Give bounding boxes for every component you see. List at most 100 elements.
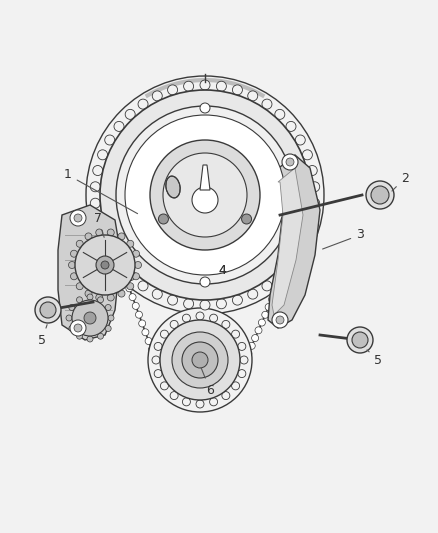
Circle shape — [286, 257, 293, 264]
Circle shape — [235, 379, 242, 386]
Circle shape — [232, 330, 240, 338]
Circle shape — [69, 326, 75, 332]
Circle shape — [84, 312, 96, 324]
Circle shape — [352, 332, 368, 348]
Circle shape — [251, 335, 258, 342]
Circle shape — [233, 295, 242, 305]
Circle shape — [152, 355, 159, 362]
Circle shape — [347, 327, 373, 353]
Circle shape — [138, 99, 148, 109]
Circle shape — [116, 106, 294, 284]
Circle shape — [309, 203, 316, 209]
Circle shape — [241, 358, 248, 365]
Circle shape — [219, 301, 226, 308]
Circle shape — [145, 337, 152, 344]
Circle shape — [196, 312, 204, 320]
Circle shape — [114, 259, 124, 269]
Circle shape — [216, 81, 226, 91]
Circle shape — [68, 262, 75, 269]
Circle shape — [135, 311, 142, 318]
Circle shape — [109, 253, 116, 260]
Circle shape — [268, 296, 276, 303]
Circle shape — [74, 324, 82, 332]
Circle shape — [76, 240, 83, 247]
Circle shape — [119, 266, 126, 273]
Text: 2: 2 — [392, 172, 409, 191]
Circle shape — [200, 277, 210, 287]
Circle shape — [152, 355, 159, 362]
Circle shape — [244, 294, 251, 301]
Circle shape — [153, 370, 160, 377]
Circle shape — [273, 277, 280, 284]
Circle shape — [222, 320, 230, 328]
Circle shape — [105, 245, 115, 255]
Circle shape — [211, 302, 218, 309]
Circle shape — [251, 290, 258, 297]
Circle shape — [86, 76, 324, 314]
Circle shape — [129, 294, 136, 301]
Circle shape — [182, 398, 191, 406]
Circle shape — [148, 346, 155, 353]
Circle shape — [40, 302, 56, 318]
Text: 4: 4 — [218, 263, 226, 277]
Circle shape — [202, 303, 209, 310]
Circle shape — [171, 393, 178, 400]
Ellipse shape — [166, 176, 180, 198]
Circle shape — [310, 198, 320, 208]
Circle shape — [266, 282, 273, 289]
Circle shape — [150, 140, 260, 250]
Circle shape — [194, 302, 201, 309]
Circle shape — [192, 352, 208, 368]
Circle shape — [366, 181, 394, 209]
Circle shape — [97, 230, 104, 237]
Text: 7: 7 — [94, 212, 104, 237]
Circle shape — [72, 300, 108, 336]
Circle shape — [184, 299, 194, 309]
Circle shape — [310, 182, 320, 192]
Circle shape — [106, 232, 113, 239]
Circle shape — [85, 233, 92, 240]
Circle shape — [152, 289, 162, 299]
Circle shape — [168, 85, 177, 95]
Circle shape — [168, 295, 177, 305]
Circle shape — [286, 122, 296, 132]
Circle shape — [125, 109, 135, 119]
Circle shape — [302, 218, 309, 225]
Circle shape — [303, 236, 310, 243]
Circle shape — [118, 290, 125, 297]
Circle shape — [105, 326, 111, 332]
Circle shape — [192, 187, 218, 213]
Circle shape — [292, 241, 299, 248]
Circle shape — [154, 369, 162, 377]
Circle shape — [307, 214, 317, 224]
Circle shape — [282, 154, 298, 170]
Circle shape — [98, 297, 103, 303]
Circle shape — [77, 333, 82, 339]
Circle shape — [90, 182, 100, 192]
Text: 5: 5 — [367, 350, 382, 367]
Circle shape — [154, 342, 162, 350]
Circle shape — [210, 398, 218, 406]
Circle shape — [206, 400, 213, 407]
Circle shape — [87, 336, 93, 342]
Circle shape — [100, 90, 310, 300]
Circle shape — [216, 299, 226, 309]
Circle shape — [96, 256, 114, 274]
Circle shape — [248, 289, 258, 299]
Circle shape — [228, 300, 235, 306]
Circle shape — [182, 314, 191, 322]
Circle shape — [91, 197, 98, 204]
Circle shape — [107, 294, 114, 301]
Circle shape — [66, 315, 72, 321]
Circle shape — [262, 311, 269, 318]
Circle shape — [312, 204, 319, 211]
Circle shape — [131, 278, 138, 285]
Circle shape — [125, 271, 135, 281]
Circle shape — [138, 283, 145, 290]
Circle shape — [101, 238, 108, 245]
Circle shape — [91, 188, 98, 195]
Circle shape — [98, 150, 108, 160]
Circle shape — [248, 342, 255, 349]
Circle shape — [170, 320, 178, 328]
Circle shape — [272, 288, 279, 295]
